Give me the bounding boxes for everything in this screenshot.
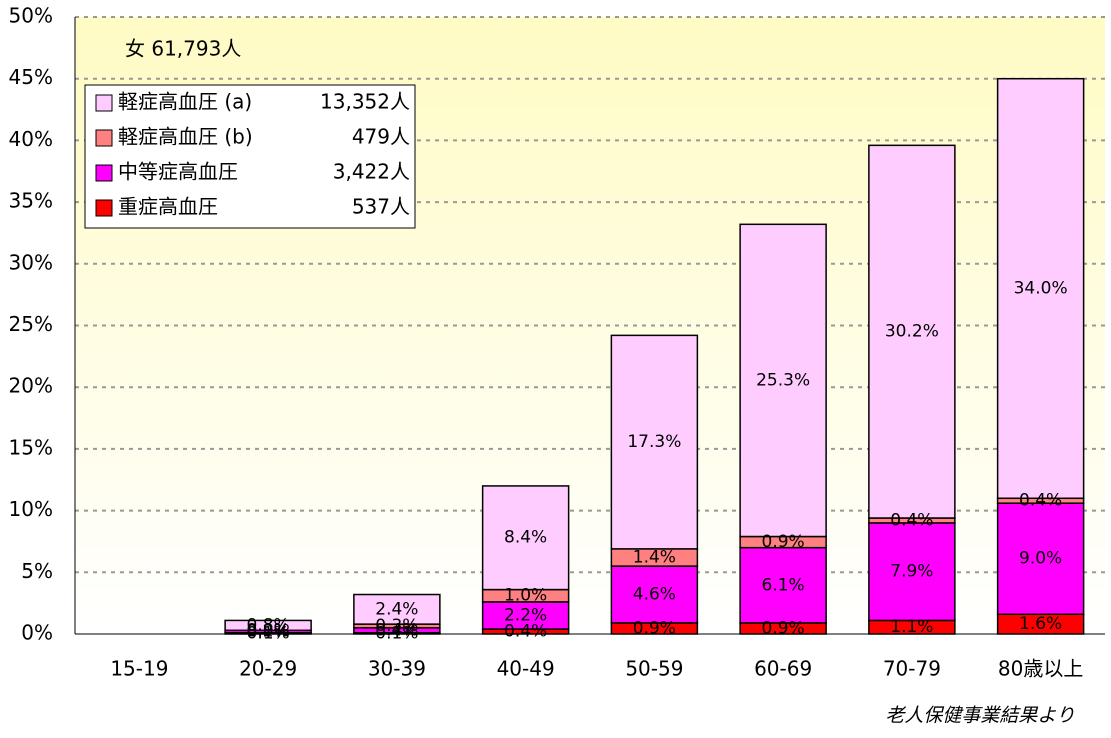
bar-segment [996,77,1085,500]
legend-swatch [95,129,113,147]
data-label: 25.3% [756,370,810,390]
legend-count: 537人 [352,195,410,219]
data-label: 0.0% [247,620,290,640]
data-label: 30.2% [885,322,939,342]
data-label: 34.0% [1014,278,1068,298]
data-label: 1.0% [504,586,547,606]
bar-segment [481,485,570,591]
y-tick-label: 50% [9,4,53,28]
y-tick-label: 25% [9,312,53,336]
bar-segment [996,502,1085,616]
data-label: 9.0% [1019,549,1062,569]
data-label: 7.9% [890,562,933,582]
bar-segment [610,334,699,550]
data-label: 17.3% [627,432,681,452]
data-label: 0.4% [1019,491,1062,511]
chart-title: 女 61,793人 [125,37,241,61]
data-label: 0.1% [375,623,418,643]
x-tick-label: 80歳以上 [998,657,1083,681]
data-label: 2.2% [504,605,547,625]
data-label: 0.8% [247,615,290,635]
y-tick-label: 30% [9,250,53,274]
data-label: 0.9% [762,532,805,552]
y-tick-label: 15% [9,435,53,459]
bar-segment [610,565,699,624]
legend-count: 3,422人 [333,160,410,184]
data-label: 0.4% [504,622,547,642]
legend-swatch [95,164,113,182]
y-tick-label: 40% [9,127,53,151]
data-label: 4.6% [633,585,676,605]
legend-swatch [95,94,113,112]
legend-count: 479人 [352,125,410,149]
bar-segment [739,546,827,624]
bar-segment [739,223,827,538]
data-label: 0.4% [375,620,418,640]
data-label: 8.4% [504,528,547,548]
x-tick-label: 50-59 [625,657,683,681]
bar-segment [868,522,956,622]
data-label: 6.1% [762,575,805,595]
x-tick-label: 20-29 [239,657,297,681]
data-label: 0.9% [633,618,676,638]
data-label: 0.2% [247,622,290,642]
legend-label: 重症高血圧 [118,195,218,219]
bar-segment [481,601,570,630]
data-label: 1.6% [1019,614,1062,634]
source-note: 老人保健事業結果より [885,705,1075,727]
bar-segment [224,619,312,632]
x-tick-label: 40-49 [497,657,555,681]
bar-segment [868,144,956,519]
y-tick-label: 5% [21,559,53,583]
bar-segment [353,593,441,625]
legend-label: 軽症高血圧 (b) [118,125,253,149]
data-label: 2.4% [375,599,418,619]
data-label: 1.4% [633,547,676,567]
legend-count: 13,352人 [320,90,410,114]
y-tick-label: 35% [9,189,53,213]
y-tick-label: 0% [21,621,53,645]
data-label: 0.4% [890,510,933,530]
y-tick-label: 20% [9,374,53,398]
data-label: 0.9% [762,618,805,638]
legend-label: 軽症高血圧 (a) [118,90,252,114]
data-label: 0.1% [247,623,290,643]
legend-box [84,84,416,229]
data-label: 0.3% [375,616,418,636]
data-label: 1.1% [890,617,933,637]
x-tick-label: 30-39 [368,657,426,681]
x-tick-label: 70-79 [883,657,941,681]
legend-label: 中等症高血圧 [118,160,238,184]
y-tick-label: 45% [9,65,53,89]
x-tick-label: 15-19 [110,657,168,681]
y-tick-label: 10% [9,497,53,521]
x-tick-label: 60-69 [754,657,812,681]
legend-swatch [95,199,113,217]
